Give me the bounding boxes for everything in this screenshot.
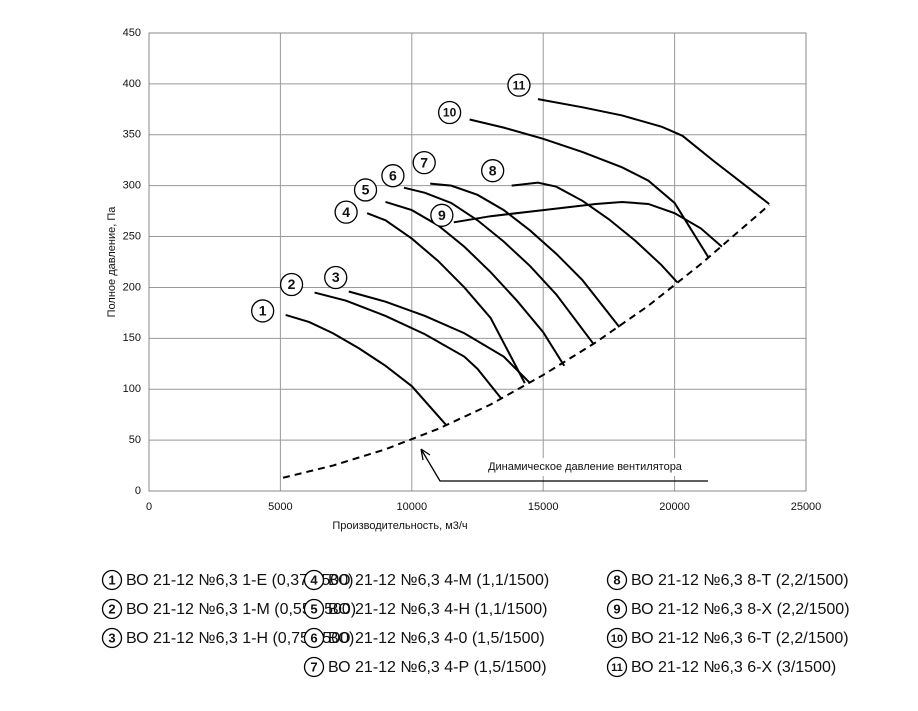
legend-number: 5 (310, 601, 317, 616)
curve (511, 181, 678, 284)
legend-number: 3 (108, 630, 115, 645)
legend-marker (303, 627, 325, 649)
x-axis-label: Производительность, м3/ч (332, 520, 467, 532)
legend-number: 9 (613, 601, 620, 616)
curve (385, 200, 566, 367)
legend-label: ВО 21-12 №6,3 1-М (0,55/1500) (126, 601, 356, 618)
curve-marker (381, 164, 405, 188)
legend-marker (303, 656, 325, 678)
annotation-box (456, 458, 714, 476)
legend-label: ВО 21-12 №6,3 4-Н (1,1/1500) (328, 601, 547, 618)
y-tick-label: 150 (123, 332, 141, 344)
y-axis-label: Полное давление, Па (106, 206, 118, 318)
legend-marker (101, 627, 123, 649)
legend-marker (303, 569, 325, 591)
curve-number: 6 (389, 167, 397, 183)
y-tick-label: 350 (123, 129, 141, 141)
curve-marker (412, 150, 436, 175)
x-tick-label: 0 (146, 501, 152, 513)
legend-label: ВО 21-12 №6,3 1-Н (0,75/1500) (126, 630, 354, 647)
curve-number: 9 (438, 207, 446, 223)
dynamic-pressure-curve (282, 204, 770, 479)
x-tick-label: 5000 (268, 501, 292, 513)
x-tick-label: 20000 (659, 501, 690, 513)
curve (453, 200, 723, 248)
legend-marker (606, 598, 628, 620)
y-tick-label: 50 (129, 434, 141, 446)
curve-number: 7 (420, 154, 428, 170)
legend-number: 4 (310, 572, 318, 587)
legend-label: ВО 21-12 №6,3 4-0 (1,5/1500) (328, 630, 545, 647)
curve-marker (437, 100, 462, 125)
curve-number: 5 (362, 182, 370, 198)
legend-number: 6 (310, 630, 317, 645)
curve-number: 10 (443, 106, 457, 120)
curve (403, 186, 594, 345)
legend-marker (101, 598, 123, 620)
x-tick-label: 10000 (397, 501, 428, 513)
y-tick-label: 0 (135, 485, 141, 497)
curve-number: 4 (342, 204, 350, 220)
legend-label: ВО 21-12 №6,3 4-М (1,1/1500) (328, 572, 549, 589)
legend-marker (101, 569, 123, 591)
curve (366, 212, 526, 384)
curve-marker (279, 272, 304, 297)
plot-frame (148, 32, 807, 492)
curve (285, 313, 447, 426)
curve (537, 98, 770, 205)
x-tick-label: 25000 (791, 501, 822, 513)
curve-marker (353, 178, 378, 202)
legend-number: 8 (613, 572, 620, 587)
legend-marker (606, 627, 628, 649)
curve-marker (481, 159, 505, 183)
annotation-arrow (420, 448, 708, 482)
curve (348, 290, 531, 384)
legend-marker (606, 656, 628, 678)
curve (430, 182, 621, 328)
y-tick-label: 400 (123, 78, 141, 90)
legend-number: 11 (611, 662, 623, 674)
legend-number: 7 (310, 659, 317, 674)
y-tick-label: 250 (123, 230, 141, 242)
curve-marker (507, 73, 531, 97)
legend-label: ВО 21-12 №6,3 1-Е (0,37/1500) (126, 572, 353, 589)
legend-number: 10 (611, 633, 623, 645)
curve (469, 118, 710, 259)
legend-label: ВО 21-12 №6,3 8-Х (2,2/1500) (631, 601, 850, 618)
y-tick-label: 450 (123, 27, 141, 39)
legend-number: 2 (108, 601, 115, 616)
curve-number: 11 (513, 78, 526, 92)
legend-marker (303, 598, 325, 620)
legend-marker (606, 569, 628, 591)
curve-marker (324, 265, 348, 290)
annotation-text: Динамическое давление вентилятора (488, 461, 683, 473)
legend-label: ВО 21-12 №6,3 6-Х (3/1500) (631, 659, 836, 676)
curve-number: 2 (288, 276, 296, 292)
legend-number: 1 (108, 572, 115, 587)
curve (314, 291, 502, 400)
curve-number: 8 (489, 162, 497, 178)
legend-label: ВО 21-12 №6,3 4-Р (1,5/1500) (328, 659, 547, 676)
curve-marker (251, 299, 275, 323)
x-tick-label: 15000 (528, 501, 559, 513)
curve-number: 3 (332, 269, 340, 285)
curve-number: 1 (259, 303, 267, 319)
legend-label: ВО 21-12 №6,3 6-Т (2,2/1500) (631, 630, 849, 647)
y-tick-label: 300 (123, 180, 141, 192)
curve-marker (430, 203, 454, 227)
curve-marker (334, 200, 358, 224)
y-tick-label: 100 (123, 383, 141, 395)
legend-label: ВО 21-12 №6,3 8-Т (2,2/1500) (631, 572, 849, 589)
y-tick-label: 200 (123, 281, 141, 293)
